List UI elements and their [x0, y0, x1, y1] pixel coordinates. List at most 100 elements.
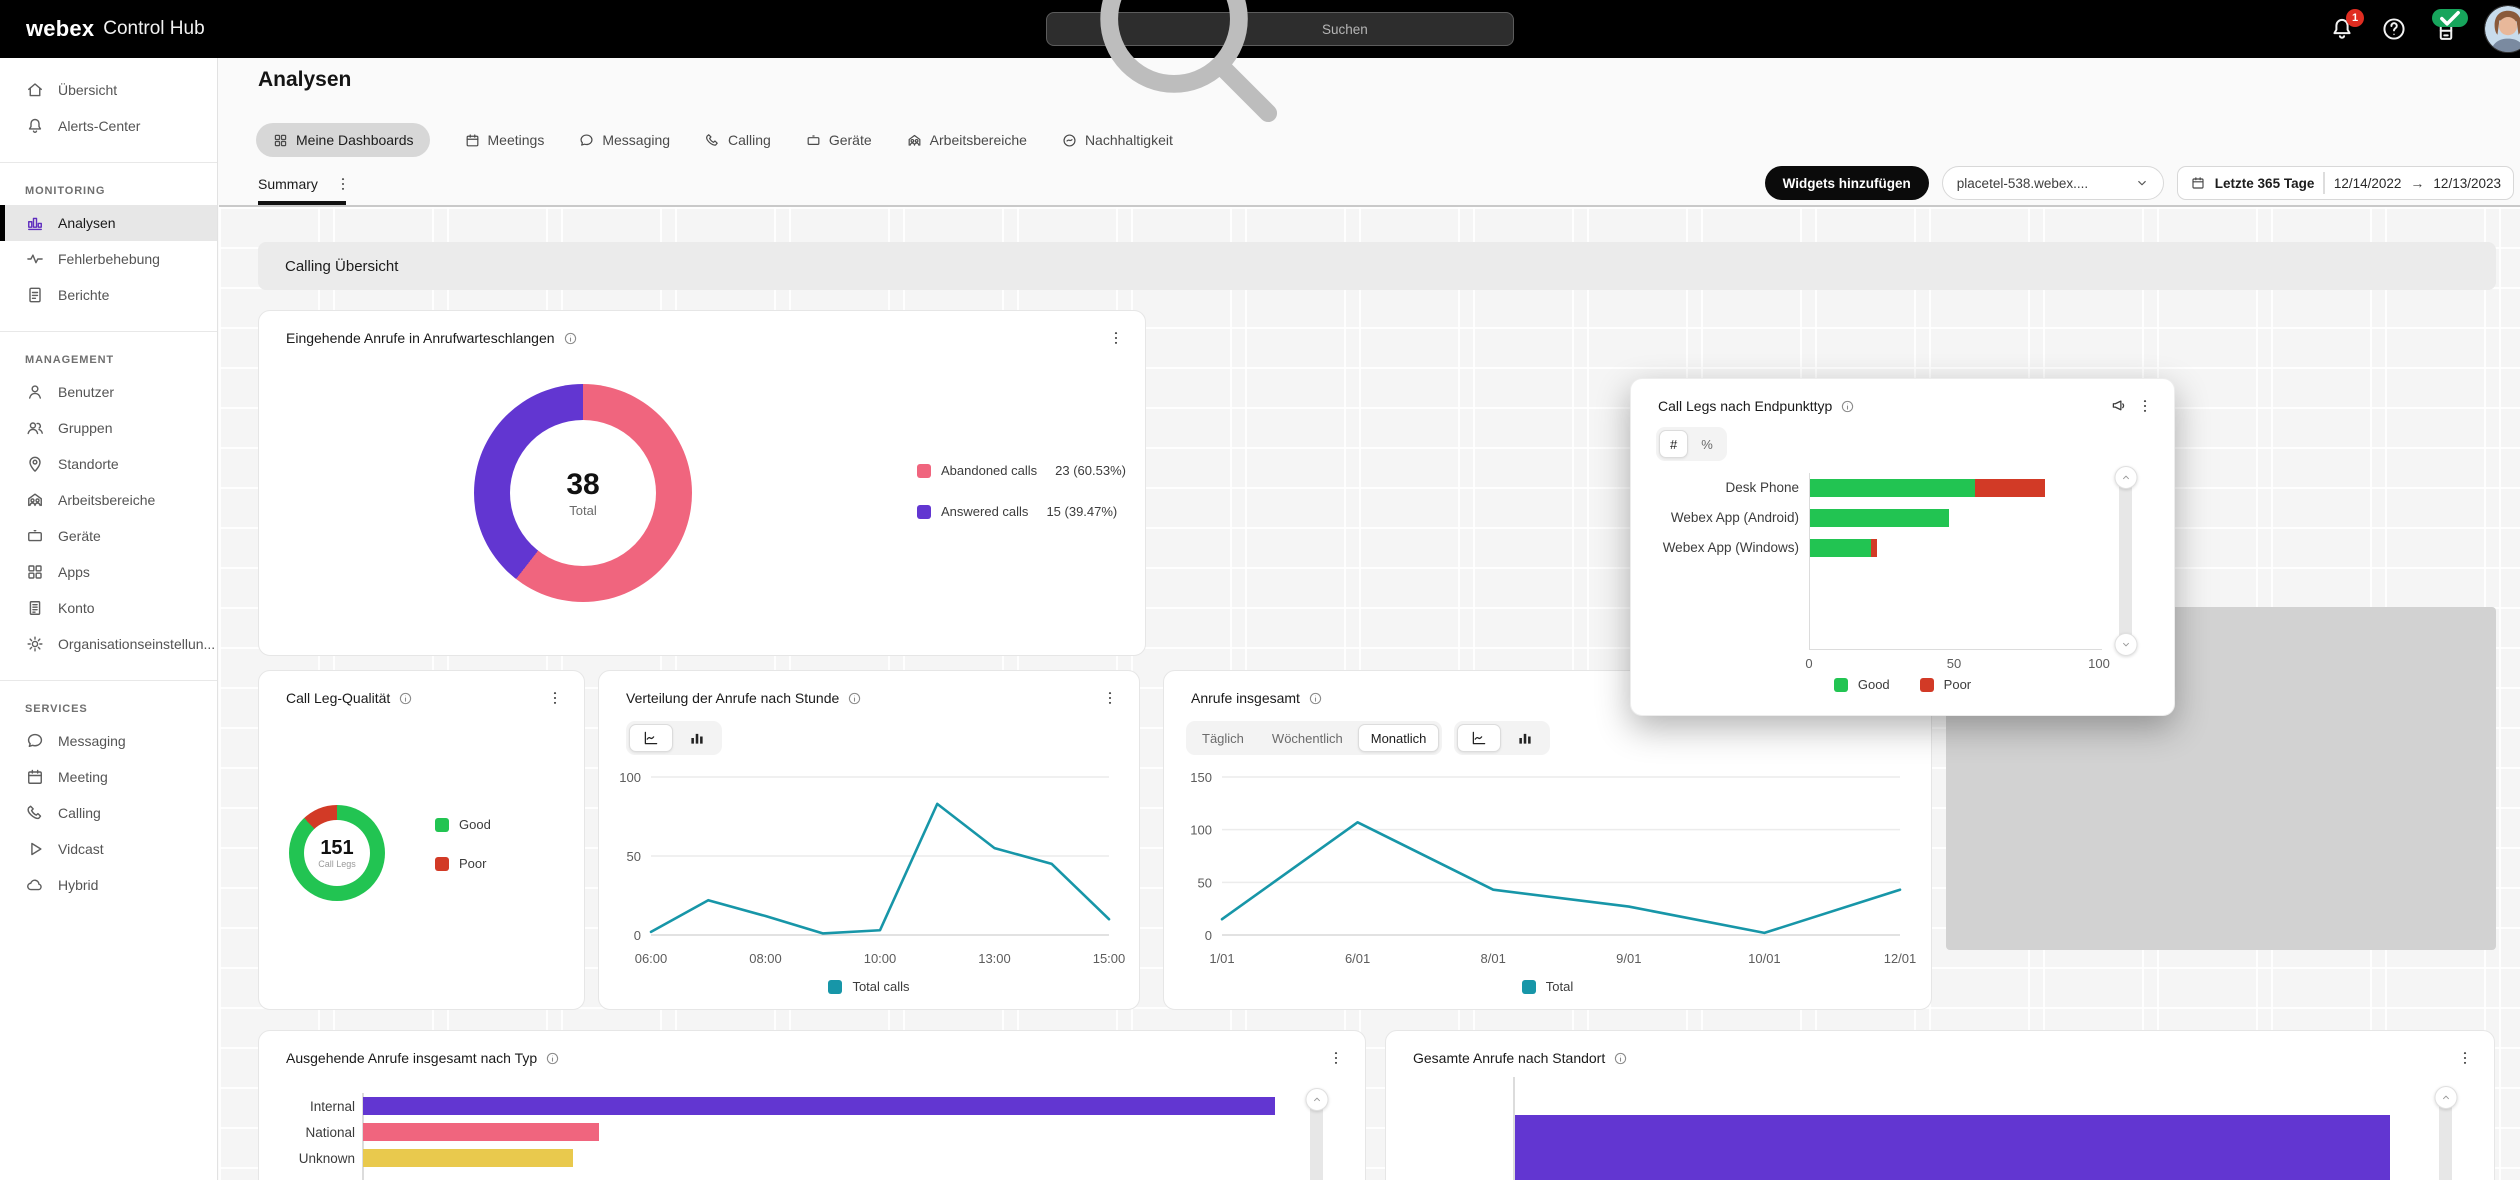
category-label: Webex App (Windows)	[1662, 540, 1799, 555]
card-outgoing-calls-by-type: Ausgehende Anrufe insgesamt nach Typ Int…	[258, 1030, 1366, 1180]
info-icon[interactable]	[1613, 1051, 1628, 1066]
card-call-legs-by-endpoint[interactable]: Call Legs nach Endpunkttyp # % Desk Phon…	[1630, 378, 2175, 716]
tab-nachhaltigkeit[interactable]: Nachhaltigkeit	[1061, 123, 1173, 157]
card-title: Gesamte Anrufe nach Standort	[1413, 1050, 1606, 1066]
legend-item: Poor	[1919, 677, 1971, 692]
kebab-menu-icon[interactable]	[546, 689, 564, 707]
sidebar-item-label: Hybrid	[58, 877, 99, 893]
scroll-down-button[interactable]	[2114, 633, 2137, 656]
sidebar-item-meeting[interactable]: Meeting	[0, 759, 217, 795]
total-calls-line-chart: 0 50 100 150 1/01 6/01 8/01 9/01 10/01 12/01	[1190, 770, 1916, 966]
kebab-menu-icon[interactable]	[2456, 1049, 2474, 1067]
pin-icon	[25, 454, 45, 474]
info-icon[interactable]	[1308, 691, 1323, 706]
sidebar-item-vidcast[interactable]: Vidcast	[0, 831, 217, 867]
sidebar-item-übersicht[interactable]: Übersicht	[0, 72, 217, 108]
endpoint-category-labels: Desk Phone Webex App (Android) Webex App (…	[1659, 473, 1809, 650]
add-widgets-button[interactable]: Widgets hinzufügen	[1764, 166, 1929, 200]
svg-text:0: 0	[634, 928, 641, 943]
sidebar-section-label: SERVICES	[25, 703, 88, 715]
sidebar-item-berichte[interactable]: Berichte	[0, 277, 217, 313]
info-icon[interactable]	[847, 691, 862, 706]
tab-meetings[interactable]: Meetings	[464, 123, 544, 157]
scroll-up-button[interactable]	[2434, 1086, 2457, 1109]
svg-text:9/01: 9/01	[1616, 951, 1641, 966]
sidebar-item-geräte[interactable]: Geräte	[0, 518, 217, 554]
tab-summary[interactable]: Summary	[258, 176, 318, 192]
endpoint-scrollbar[interactable]	[2114, 466, 2137, 656]
outgoing-scrollbar[interactable]	[1305, 1088, 1328, 1180]
kebab-menu-icon[interactable]	[2136, 397, 2154, 415]
tab-calling[interactable]: Calling	[704, 123, 771, 157]
percent-toggle[interactable]: %	[1701, 436, 1713, 452]
notification-badge: 1	[2346, 9, 2364, 27]
svg-text:50: 50	[1198, 875, 1212, 890]
sidebar-item-label: Messaging	[58, 733, 126, 749]
svg-text:10/01: 10/01	[1748, 951, 1781, 966]
sidebar-item-apps[interactable]: Apps	[0, 554, 217, 590]
megaphone-icon[interactable]	[2110, 397, 2128, 415]
global-search[interactable]	[1046, 0, 1514, 122]
x-tick: 0	[1805, 656, 1813, 671]
kebab-menu-icon[interactable]	[1327, 1049, 1345, 1067]
search-input[interactable]	[1320, 20, 1501, 38]
period-option-täglich[interactable]: Täglich	[1202, 730, 1244, 746]
date-range-picker[interactable]: Letzte 365 Tage 12/14/2022 → 12/13/2023	[2176, 166, 2514, 200]
tab-arbeitsbereiche[interactable]: Arbeitsbereiche	[906, 123, 1027, 157]
sidebar-item-calling[interactable]: Calling	[0, 795, 217, 831]
org-selector-dropdown[interactable]: placetel-538.webex....	[1941, 166, 2164, 200]
date-from[interactable]: 12/14/2022	[2333, 175, 2402, 191]
good-segment	[1810, 539, 1871, 557]
system-status-button[interactable]	[2432, 9, 2468, 43]
donut-total-label: Total	[569, 503, 597, 518]
info-icon[interactable]	[1840, 399, 1855, 414]
period-option-wöchentlich[interactable]: Wöchentlich	[1271, 730, 1343, 746]
scroll-up-button[interactable]	[2114, 466, 2137, 489]
notifications-button[interactable]: 1	[2328, 9, 2364, 43]
sidebar-item-organisationseinstellun[interactable]: Organisationseinstellun...	[0, 626, 217, 662]
count-toggle[interactable]: #	[1659, 430, 1689, 458]
location-scrollbar[interactable]	[2434, 1086, 2457, 1180]
sidebar-item-benutzer[interactable]: Benutzer	[0, 374, 217, 410]
info-icon[interactable]	[563, 331, 578, 346]
bar-unknown	[363, 1149, 573, 1167]
sidebar-item-hybrid[interactable]: Hybrid	[0, 867, 217, 903]
sidebar-item-messaging[interactable]: Messaging	[0, 723, 217, 759]
sidebar-item-fehlerbehebung[interactable]: Fehlerbehebung	[0, 241, 217, 277]
sidebar-item-analysen[interactable]: Analysen	[0, 205, 217, 241]
bar-chart-toggle[interactable]	[1503, 724, 1547, 752]
sidebar-item-label: Calling	[58, 805, 101, 821]
scroll-up-button[interactable]	[1305, 1088, 1328, 1111]
info-icon[interactable]	[545, 1051, 560, 1066]
phone-icon	[704, 132, 721, 149]
pulse-icon	[25, 249, 45, 269]
date-to[interactable]: 12/13/2023	[2433, 175, 2501, 191]
cloud-icon	[25, 875, 45, 895]
svg-text:1/01: 1/01	[1209, 951, 1234, 966]
line-chart-toggle[interactable]	[1457, 724, 1502, 752]
tab-meine-dashboards[interactable]: Meine Dashboards	[256, 123, 430, 157]
sidebar-item-gruppen[interactable]: Gruppen	[0, 410, 217, 446]
svg-text:8/01: 8/01	[1481, 951, 1506, 966]
sidebar-item-arbeitsbereiche[interactable]: Arbeitsbereiche	[0, 482, 217, 518]
kebab-menu-icon[interactable]	[1107, 329, 1125, 347]
subtab-kebab-icon[interactable]	[334, 175, 352, 193]
line-chart-toggle[interactable]	[629, 724, 673, 752]
sidebar-item-alerts-center[interactable]: Alerts-Center	[0, 108, 217, 144]
tab-messaging[interactable]: Messaging	[578, 123, 670, 157]
tab-label: Geräte	[828, 132, 872, 148]
avatar[interactable]	[2484, 5, 2520, 53]
sidebar-item-konto[interactable]: Konto	[0, 590, 217, 626]
info-icon[interactable]	[398, 691, 413, 706]
tab-geräte[interactable]: Geräte	[805, 123, 872, 157]
donut-total-value: 38	[566, 468, 600, 501]
kebab-menu-icon[interactable]	[1101, 689, 1119, 707]
help-button[interactable]	[2380, 15, 2408, 43]
sidebar-item-standorte[interactable]: Standorte	[0, 446, 217, 482]
svg-text:06:00: 06:00	[635, 951, 668, 966]
bar-chart-toggle[interactable]	[675, 724, 719, 752]
outgoing-bar-chart: Internal National Unknown	[259, 1097, 1365, 1175]
period-option-monatlich[interactable]: Monatlich	[1357, 724, 1440, 752]
tab-label: Nachhaltigkeit	[1084, 132, 1173, 148]
status-ok-badge	[2432, 9, 2468, 27]
